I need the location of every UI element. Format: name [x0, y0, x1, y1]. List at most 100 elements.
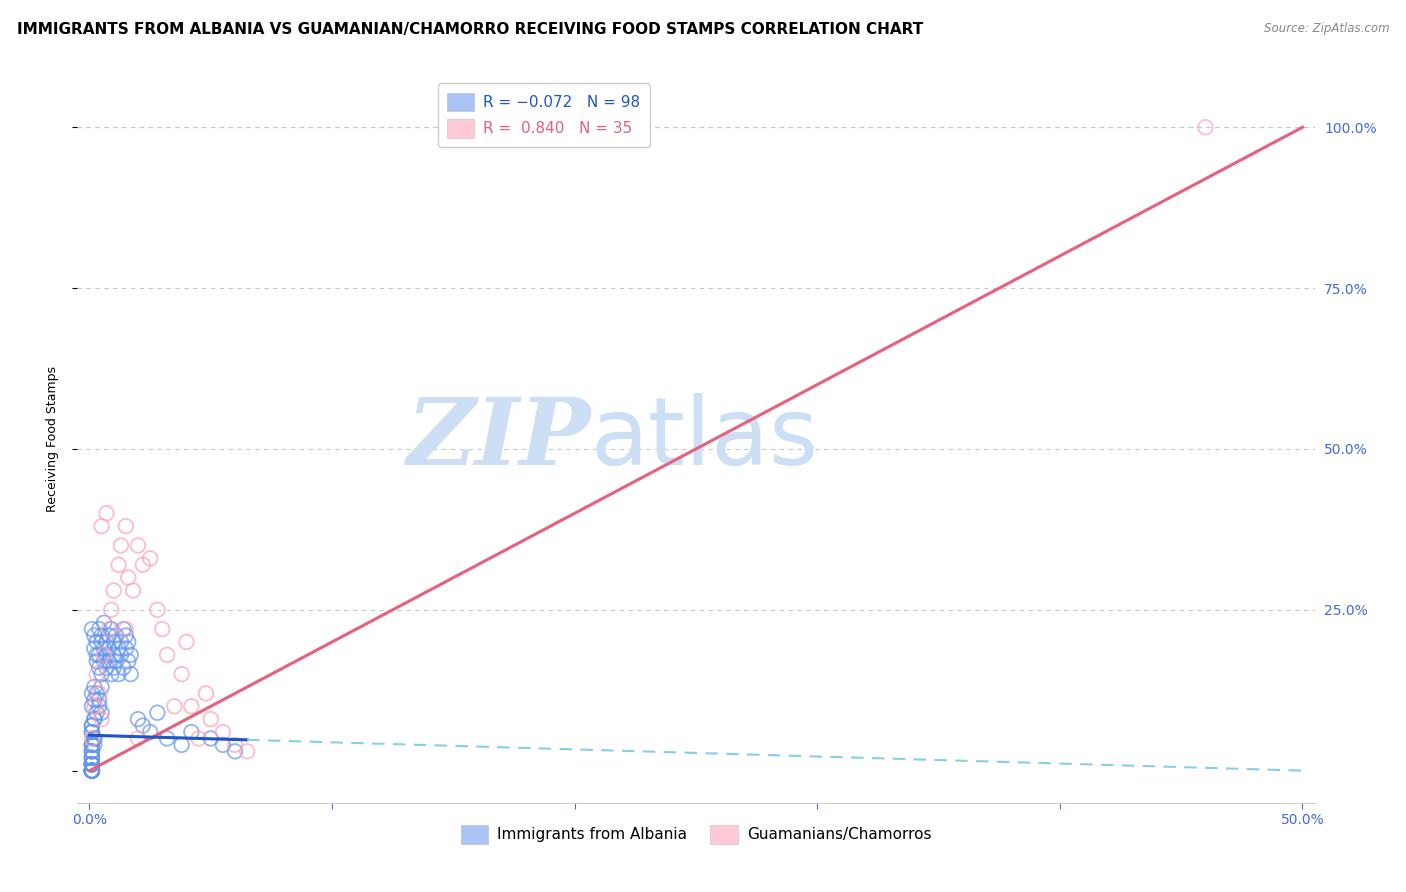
Point	[200, 731, 222, 746]
Point	[93, 641, 115, 656]
Point	[107, 641, 129, 656]
Point	[80, 764, 103, 778]
Point	[127, 712, 149, 726]
Point	[90, 628, 112, 642]
Point	[86, 686, 108, 700]
Point	[107, 667, 129, 681]
Point	[80, 764, 103, 778]
Text: ZIP: ZIP	[406, 394, 591, 484]
Point	[110, 648, 132, 662]
Point	[180, 699, 202, 714]
Point	[83, 731, 105, 746]
Point	[80, 764, 103, 778]
Point	[80, 757, 103, 772]
Point	[100, 667, 122, 681]
Point	[90, 635, 112, 649]
Point	[90, 680, 112, 694]
Point	[80, 764, 103, 778]
Point	[80, 764, 103, 778]
Point	[80, 751, 103, 765]
Point	[93, 654, 115, 668]
Point	[110, 635, 132, 649]
Point	[90, 712, 112, 726]
Point	[86, 667, 108, 681]
Point	[80, 764, 103, 778]
Point	[103, 661, 125, 675]
Point	[146, 706, 169, 720]
Point	[97, 654, 120, 668]
Point	[103, 583, 125, 598]
Point	[194, 686, 217, 700]
Point	[80, 764, 103, 778]
Point	[224, 744, 246, 758]
Point	[115, 622, 138, 636]
Legend: Immigrants from Albania, Guamanians/Chamorros: Immigrants from Albania, Guamanians/Cham…	[454, 819, 938, 850]
Point	[115, 641, 138, 656]
Point	[96, 635, 118, 649]
Point	[80, 738, 103, 752]
Point	[1194, 120, 1216, 135]
Point	[156, 731, 179, 746]
Point	[80, 738, 103, 752]
Point	[90, 667, 112, 681]
Point	[212, 725, 235, 739]
Point	[103, 648, 125, 662]
Point	[103, 635, 125, 649]
Point	[93, 648, 115, 662]
Point	[163, 699, 186, 714]
Point	[89, 661, 111, 675]
Point	[80, 686, 103, 700]
Point	[80, 764, 103, 778]
Point	[97, 622, 120, 636]
Point	[187, 731, 209, 746]
Point	[83, 712, 105, 726]
Point	[80, 764, 103, 778]
Point	[80, 744, 103, 758]
Point	[89, 622, 111, 636]
Point	[105, 654, 128, 668]
Point	[117, 635, 139, 649]
Point	[80, 725, 103, 739]
Point	[86, 648, 108, 662]
Point	[110, 539, 132, 553]
Point	[112, 661, 135, 675]
Point	[80, 751, 103, 765]
Point	[112, 622, 135, 636]
Point	[86, 654, 108, 668]
Point	[96, 648, 118, 662]
Text: atlas: atlas	[591, 393, 820, 485]
Point	[97, 628, 120, 642]
Point	[117, 571, 139, 585]
Point	[83, 738, 105, 752]
Point	[80, 764, 103, 778]
Point	[83, 641, 105, 656]
Point	[80, 757, 103, 772]
Point	[96, 661, 118, 675]
Point	[115, 628, 138, 642]
Point	[132, 558, 155, 572]
Point	[83, 731, 105, 746]
Point	[80, 764, 103, 778]
Point	[180, 725, 202, 739]
Text: IMMIGRANTS FROM ALBANIA VS GUAMANIAN/CHAMORRO RECEIVING FOOD STAMPS CORRELATION : IMMIGRANTS FROM ALBANIA VS GUAMANIAN/CHA…	[17, 22, 924, 37]
Point	[80, 751, 103, 765]
Point	[107, 558, 129, 572]
Point	[139, 551, 162, 566]
Point	[200, 712, 222, 726]
Point	[83, 680, 105, 694]
Point	[83, 699, 105, 714]
Point	[96, 506, 118, 520]
Point	[97, 641, 120, 656]
Point	[120, 648, 142, 662]
Point	[139, 725, 162, 739]
Text: Source: ZipAtlas.com: Source: ZipAtlas.com	[1264, 22, 1389, 36]
Point	[80, 764, 103, 778]
Point	[212, 738, 235, 752]
Point	[80, 744, 103, 758]
Point	[100, 603, 122, 617]
Point	[90, 706, 112, 720]
Point	[80, 699, 103, 714]
Point	[80, 718, 103, 732]
Point	[89, 693, 111, 707]
Point	[80, 764, 103, 778]
